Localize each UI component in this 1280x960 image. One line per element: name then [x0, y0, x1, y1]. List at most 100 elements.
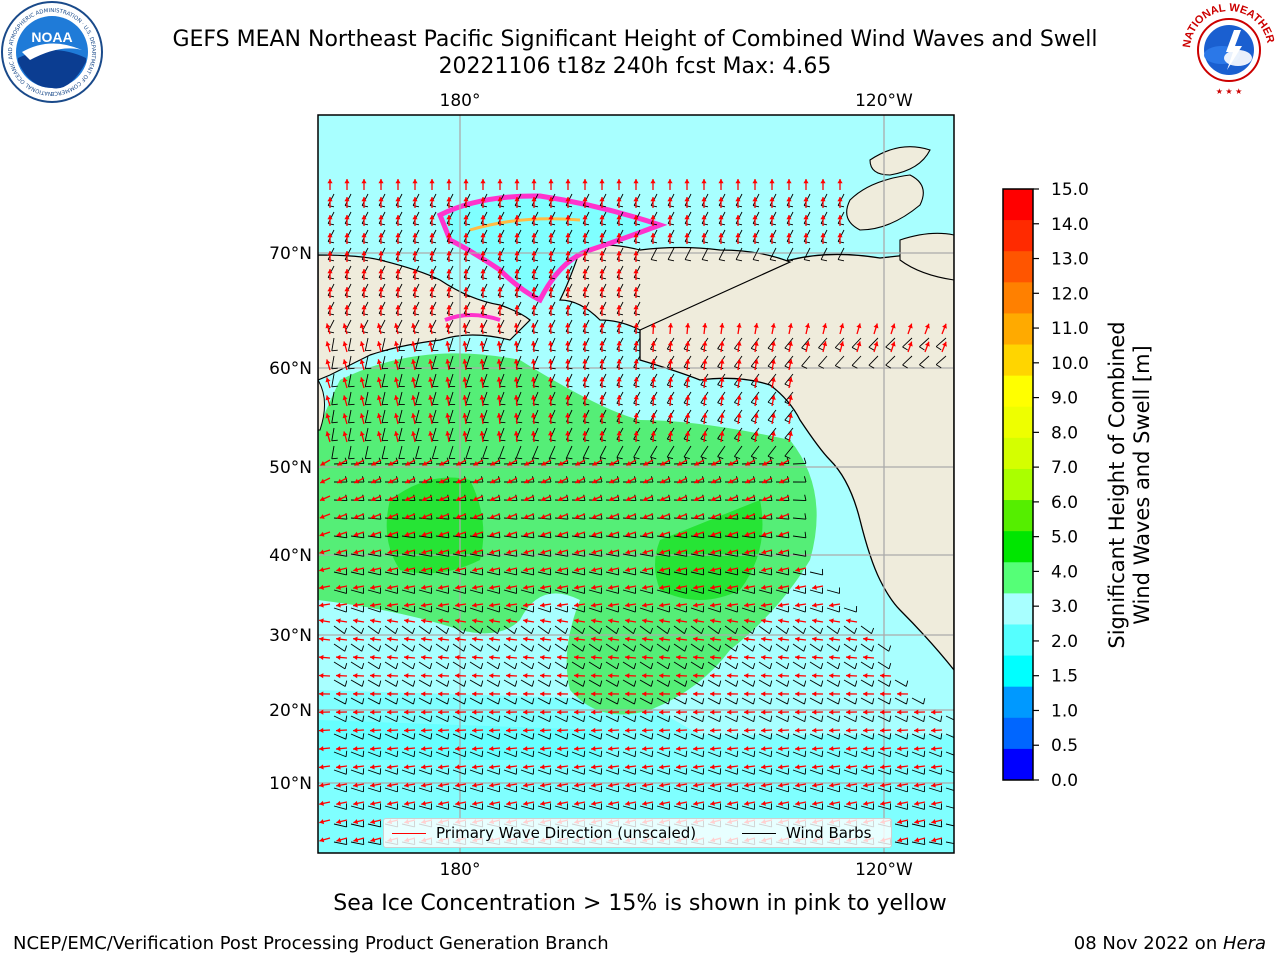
wind-barb-flag — [583, 715, 586, 722]
wave-direction-arrowhead — [659, 567, 665, 573]
wind-barb — [452, 607, 466, 613]
wind-barb — [605, 553, 619, 557]
wind-barb — [775, 553, 789, 557]
wave-direction-arrowhead — [931, 709, 936, 715]
wind-barb-flag — [515, 331, 522, 334]
wave-direction-arrowhead — [480, 233, 486, 238]
colorbar-swatch — [1003, 655, 1033, 688]
wind-barb-flag — [753, 259, 760, 262]
wind-barb — [911, 697, 924, 705]
wave-direction-arrowhead — [472, 618, 477, 624]
wind-barb — [792, 553, 806, 557]
wind-barb — [616, 445, 624, 458]
wave-direction-arrowhead — [642, 654, 647, 661]
wind-barb-flag — [531, 645, 535, 652]
colorbar-tick-label: 1.5 — [1051, 667, 1078, 687]
wind-barb-flag — [396, 277, 403, 280]
wind-barb — [384, 805, 398, 810]
wind-barb — [894, 769, 908, 775]
wind-barb-flag — [566, 698, 569, 705]
colorbar-tick-label: 0.5 — [1051, 736, 1078, 756]
wave-direction-arrowhead — [625, 709, 630, 715]
wind-barb-flag — [412, 476, 416, 483]
wind-barb — [639, 769, 653, 775]
wave-direction-arrowhead — [404, 584, 409, 590]
wave-direction-arrowhead — [327, 215, 333, 220]
wind-barb — [333, 823, 347, 828]
wind-barb-flag — [634, 550, 637, 557]
wave-direction-arrowhead — [643, 478, 649, 484]
wind-barb — [486, 535, 500, 539]
wave-direction-arrowhead — [463, 215, 469, 220]
wave-direction-arrowhead — [616, 413, 622, 418]
wave-direction-arrowhead — [530, 431, 537, 436]
wave-direction-arrowhead — [710, 496, 716, 502]
wave-direction-arrowhead — [931, 782, 936, 788]
wind-barb — [724, 787, 738, 793]
wave-direction-arrowhead — [795, 709, 800, 715]
wave-direction-arrowhead — [557, 636, 562, 642]
wave-direction-arrowhead — [472, 584, 477, 590]
wind-barb — [401, 751, 415, 758]
wave-direction-arrowhead — [530, 359, 537, 364]
wave-direction-arrowhead — [676, 584, 681, 590]
wind-barb — [701, 247, 709, 260]
wave-direction-arrowhead — [361, 269, 367, 274]
wind-barb-flag — [583, 313, 590, 316]
colorbar-tick-label: 1.0 — [1051, 701, 1078, 721]
wave-direction-arrowhead — [439, 478, 445, 484]
noaa-logo-text: NOAA — [31, 29, 72, 45]
wave-direction-arrowhead — [438, 531, 444, 537]
wind-barb-flag — [379, 550, 382, 557]
wave-direction-arrowhead — [727, 691, 732, 697]
wave-direction-arrowhead — [496, 413, 502, 418]
wave-direction-arrowhead — [422, 461, 428, 466]
wave-direction-arrowhead — [548, 269, 554, 274]
wave-direction-arrowhead — [422, 478, 428, 484]
wave-direction-arrowhead — [530, 341, 537, 346]
wind-barb-flag — [684, 645, 688, 652]
wind-barb — [333, 589, 347, 594]
wave-direction-arrowhead — [761, 636, 766, 642]
wind-barb — [452, 697, 465, 705]
wave-direction-arrowhead — [642, 567, 648, 573]
wind-barb-flag — [617, 259, 624, 262]
wave-direction-arrowhead — [387, 764, 392, 770]
wave-direction-arrowhead — [786, 233, 792, 238]
wave-direction-arrowhead — [667, 395, 674, 400]
lat-label: 10°N — [269, 774, 312, 794]
wave-direction-arrowhead — [540, 746, 545, 752]
wind-barb-flag — [498, 715, 501, 722]
wind-barb — [503, 787, 517, 793]
wave-direction-arrowhead — [582, 377, 588, 382]
wave-direction-arrowhead — [846, 691, 851, 697]
wave-direction-arrowhead — [625, 764, 630, 770]
wind-barb — [348, 391, 352, 405]
wind-barb — [622, 733, 636, 740]
wind-barb — [622, 751, 636, 758]
colorbar-tick-label: 5.0 — [1051, 528, 1078, 548]
wind-barb-flag — [499, 457, 506, 460]
wave-direction-arrowhead — [744, 654, 749, 661]
wave-direction-arrowhead — [421, 727, 426, 733]
wave-direction-arrowhead — [336, 709, 341, 715]
wind-barb-flag — [531, 476, 535, 483]
wave-direction-arrowhead — [608, 549, 614, 555]
wind-barb-flag — [328, 259, 335, 262]
wave-direction-arrowhead — [650, 215, 656, 220]
wind-barb-flag — [650, 645, 654, 652]
wind-barb — [331, 391, 335, 405]
wind-barb — [622, 787, 636, 793]
wave-direction-arrowhead — [489, 800, 494, 806]
wave-direction-arrowhead — [336, 549, 342, 555]
wave-direction-arrowhead — [676, 602, 681, 608]
wind-barb-flag — [379, 715, 382, 722]
wind-barb — [639, 679, 652, 687]
wave-direction-arrowhead — [490, 478, 496, 484]
wind-barb-flag — [497, 476, 501, 483]
wind-barb — [758, 679, 771, 687]
wind-barb — [741, 751, 755, 758]
wind-barb — [673, 607, 687, 613]
wind-barb — [401, 805, 415, 810]
colorbar-tick-label: 3.0 — [1051, 597, 1078, 617]
